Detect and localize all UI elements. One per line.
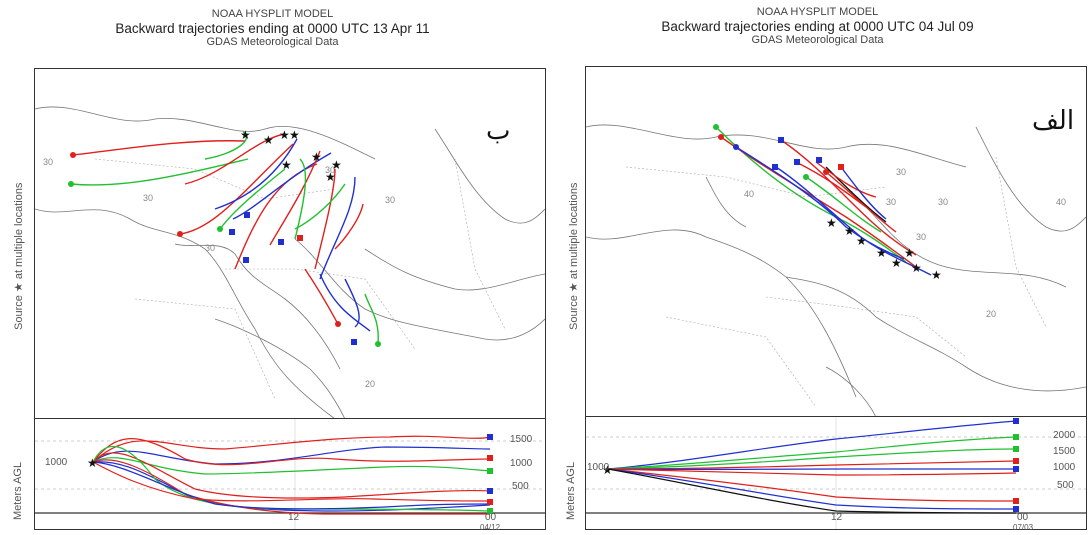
svg-text:★: ★ [331, 158, 342, 172]
left-lat-label-6: 20 [365, 379, 375, 389]
right-panel: NOAA HYSPLIT MODEL Backward trajectories… [545, 0, 1090, 535]
right-panel-letter: الف [1032, 106, 1075, 136]
left-date-tick: 04/12 [480, 523, 501, 532]
right-time-tick-12: 12 [831, 512, 843, 523]
svg-text:★: ★ [240, 128, 251, 142]
right-lat-label-1: 40 [744, 189, 754, 199]
left-trajectories [70, 131, 379, 345]
left-map: 30 30 30 30 30 20 [35, 106, 545, 419]
left-time-tick-00: 00 [485, 512, 497, 523]
left-lat-label-4: 30 [325, 165, 335, 175]
right-model-name: NOAA HYSPLIT MODEL [756, 6, 879, 18]
left-height-tick-1000: 1000 [510, 458, 533, 469]
right-lat-label-4: 30 [916, 232, 926, 242]
left-height-tick-500: 500 [512, 481, 529, 492]
right-height-frame: ★ [585, 416, 1087, 530]
svg-text:★: ★ [904, 246, 915, 260]
right-lat-label-7: 40 [1056, 197, 1066, 207]
left-borders [94, 158, 506, 400]
svg-text:★: ★ [325, 170, 336, 184]
left-lat-label-1: 30 [43, 157, 53, 167]
left-lat-label-2: 30 [143, 193, 153, 203]
left-height-axis-label: Meters AGL [12, 461, 24, 520]
right-map-frame: 40 30 30 30 20 30 40 [585, 66, 1087, 418]
svg-text:★: ★ [289, 128, 300, 142]
left-source-stars: ★ ★ ★ ★★★ ★★ [240, 128, 342, 184]
svg-text:★: ★ [844, 224, 855, 238]
left-map-frame: 30 30 30 30 30 20 [34, 68, 546, 420]
left-title-block: NOAA HYSPLIT MODEL Backward trajectories… [0, 8, 545, 49]
right-height-profiles [607, 420, 1017, 514]
left-height-chart: ★ [35, 419, 545, 529]
right-date-tick: 07/03 [1013, 523, 1034, 532]
left-lat-label-3: 30 [205, 243, 215, 253]
svg-text:★: ★ [931, 268, 942, 282]
right-time-tick-00: 00 [1017, 512, 1029, 523]
right-title: Backward trajectories ending at 0000 UTC… [661, 18, 974, 34]
right-lat-label-6: 30 [896, 167, 906, 177]
right-height-chart: ★ [586, 417, 1086, 529]
left-lat-label-5: 30 [385, 195, 395, 205]
left-trajectory-markers [68, 152, 381, 347]
left-panel-letter: ب [486, 116, 511, 146]
right-height-tick-1000: 1000 [1053, 462, 1076, 473]
right-map: 40 30 30 30 20 30 40 [586, 124, 1086, 417]
right-height-tick-1500: 1500 [1053, 446, 1076, 457]
right-lat-label-3: 30 [938, 197, 948, 207]
svg-text:★: ★ [263, 133, 274, 147]
svg-text:★: ★ [911, 261, 922, 275]
svg-text:★: ★ [281, 158, 292, 172]
right-height-axis-label: Meters AGL [565, 461, 577, 520]
left-source-label: Source ★ at multiple locations [13, 182, 25, 330]
svg-text:★: ★ [279, 128, 290, 142]
left-coastlines [35, 106, 545, 419]
left-title: Backward trajectories ending at 0000 UTC… [115, 20, 430, 36]
left-height-tick-1500: 1500 [510, 434, 533, 445]
left-height-start-star: ★ [87, 456, 98, 470]
left-model-name: NOAA HYSPLIT MODEL [211, 8, 334, 20]
svg-text:★: ★ [826, 216, 837, 230]
right-height-tick-500: 500 [1057, 480, 1074, 491]
right-height-tick-2000: 2000 [1053, 430, 1076, 441]
left-start-height: 1000 [45, 457, 68, 468]
right-lat-label-5: 20 [986, 309, 996, 319]
right-height-markers [1013, 418, 1019, 512]
right-borders [625, 156, 1047, 408]
left-height-frame: ★ [34, 418, 546, 530]
svg-text:★: ★ [311, 150, 322, 164]
left-height-markers [487, 434, 493, 514]
right-data-source: GDAS Meteorological Data [751, 34, 884, 47]
left-time-tick-12: 12 [288, 512, 300, 523]
right-trajectory-markers [713, 124, 844, 180]
left-height-profiles [92, 435, 491, 515]
left-data-source: GDAS Meteorological Data [206, 36, 339, 49]
right-source-label: Source ★ at multiple locations [568, 182, 580, 330]
left-panel: NOAA HYSPLIT MODEL Backward trajectories… [0, 8, 546, 532]
right-start-height: 1000 [587, 462, 610, 473]
svg-text:★: ★ [876, 246, 887, 260]
svg-text:★: ★ [891, 256, 902, 270]
right-height-start-star: ★ [602, 463, 613, 477]
right-title-block: NOAA HYSPLIT MODEL Backward trajectories… [545, 6, 1090, 47]
svg-text:★: ★ [856, 234, 867, 248]
right-coastlines [586, 124, 1086, 417]
right-trajectories [715, 126, 932, 276]
right-source-stars: ★★★ ★★★ ★ ★ [826, 216, 942, 282]
right-lat-label-2: 30 [886, 197, 896, 207]
